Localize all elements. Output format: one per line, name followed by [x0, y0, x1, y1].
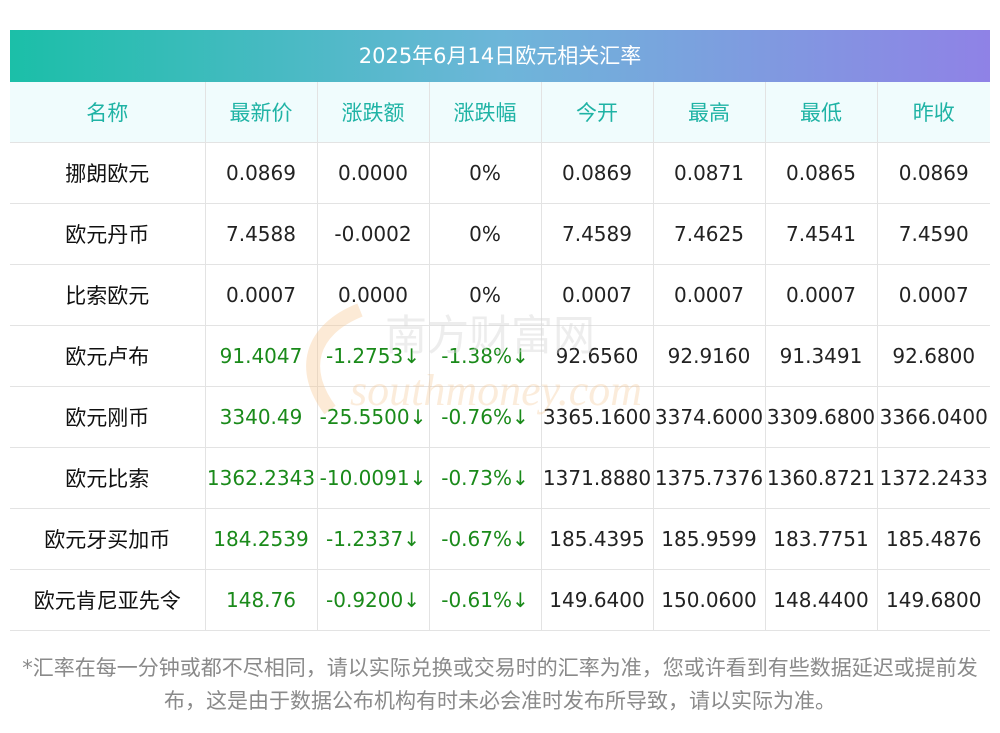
- disclaimer-footnote: *汇率在每一分钟或都不尽相同，请以实际兑换或交易时的汇率为准，您或许看到有些数据…: [22, 656, 978, 713]
- table-row: 比索欧元 0.0007 0.0000 0% 0.0007 0.0007 0.00…: [10, 264, 990, 326]
- cell-change-pct: 0%: [429, 203, 542, 265]
- table-row: 欧元丹币 7.4588 -0.0002 0% 7.4589 7.4625 7.4…: [10, 203, 990, 265]
- cell-name: 欧元比索: [10, 447, 206, 509]
- cell-open: 3365.1600: [541, 386, 654, 448]
- cell-prev-close: 1372.2433: [877, 447, 990, 509]
- cell-high: 0.0871: [653, 142, 766, 204]
- cell-latest: 0.0869: [205, 142, 318, 204]
- col-header-high: 最高: [653, 82, 766, 143]
- cell-high: 150.0600: [653, 569, 766, 631]
- cell-latest: 148.76: [205, 569, 318, 631]
- cell-prev-close: 149.6800: [877, 569, 990, 631]
- cell-open: 185.4395: [541, 508, 654, 570]
- cell-latest: 3340.49: [205, 386, 318, 448]
- rate-panel: 2025年6月14日欧元相关汇率 名称 最新价 涨跌额 涨跌幅 今开 最高 最低…: [10, 30, 990, 631]
- cell-low: 7.4541: [765, 203, 878, 265]
- cell-change: -0.0002: [317, 203, 430, 265]
- cell-name: 欧元肯尼亚先令: [10, 569, 206, 631]
- cell-open: 149.6400: [541, 569, 654, 631]
- table-row: 欧元牙买加币 184.2539 -1.2337↓ -0.67%↓ 185.439…: [10, 508, 990, 570]
- cell-change: 0.0000: [317, 264, 430, 326]
- cell-open: 0.0869: [541, 142, 654, 204]
- col-header-name: 名称: [10, 82, 206, 143]
- cell-low: 148.4400: [765, 569, 878, 631]
- table-title: 2025年6月14日欧元相关汇率: [10, 30, 990, 82]
- cell-low: 1360.8721: [765, 447, 878, 509]
- cell-latest: 7.4588: [205, 203, 318, 265]
- cell-open: 92.6560: [541, 325, 654, 387]
- cell-change-pct: 0%: [429, 264, 542, 326]
- cell-latest: 184.2539: [205, 508, 318, 570]
- cell-prev-close: 92.6800: [877, 325, 990, 387]
- cell-high: 7.4625: [653, 203, 766, 265]
- cell-name: 欧元刚币: [10, 386, 206, 448]
- cell-prev-close: 0.0007: [877, 264, 990, 326]
- cell-high: 3374.6000: [653, 386, 766, 448]
- cell-low: 3309.6800: [765, 386, 878, 448]
- col-header-change: 涨跌额: [317, 82, 430, 143]
- cell-latest: 0.0007: [205, 264, 318, 326]
- cell-high: 1375.7376: [653, 447, 766, 509]
- cell-prev-close: 0.0869: [877, 142, 990, 204]
- cell-change: -1.2753↓: [317, 325, 430, 387]
- col-header-latest: 最新价: [205, 82, 318, 143]
- cell-open: 0.0007: [541, 264, 654, 326]
- table-row: 欧元卢布 91.4047 -1.2753↓ -1.38%↓ 92.6560 92…: [10, 325, 990, 387]
- col-header-low: 最低: [765, 82, 878, 143]
- cell-low: 0.0865: [765, 142, 878, 204]
- col-header-prev-close: 昨收: [877, 82, 990, 143]
- cell-name: 欧元卢布: [10, 325, 206, 387]
- cell-name: 欧元牙买加币: [10, 508, 206, 570]
- cell-change-pct: -0.61%↓: [429, 569, 542, 631]
- cell-change-pct: 0%: [429, 142, 542, 204]
- exchange-rate-table: 名称 最新价 涨跌额 涨跌幅 今开 最高 最低 昨收 挪朗欧元 0.0869 0…: [10, 82, 990, 631]
- cell-prev-close: 7.4590: [877, 203, 990, 265]
- cell-change-pct: -0.73%↓: [429, 447, 542, 509]
- cell-change: -10.0091↓: [317, 447, 430, 509]
- col-header-open: 今开: [541, 82, 654, 143]
- cell-low: 0.0007: [765, 264, 878, 326]
- cell-low: 183.7751: [765, 508, 878, 570]
- cell-change: -0.9200↓: [317, 569, 430, 631]
- cell-high: 92.9160: [653, 325, 766, 387]
- cell-open: 1371.8880: [541, 447, 654, 509]
- cell-change: 0.0000: [317, 142, 430, 204]
- table-row: 挪朗欧元 0.0869 0.0000 0% 0.0869 0.0871 0.08…: [10, 142, 990, 204]
- cell-low: 91.3491: [765, 325, 878, 387]
- cell-prev-close: 185.4876: [877, 508, 990, 570]
- cell-change: -1.2337↓: [317, 508, 430, 570]
- cell-change-pct: -0.76%↓: [429, 386, 542, 448]
- cell-change-pct: -0.67%↓: [429, 508, 542, 570]
- table-row: 欧元比索 1362.2343 -10.0091↓ -0.73%↓ 1371.88…: [10, 447, 990, 509]
- cell-name: 挪朗欧元: [10, 142, 206, 204]
- cell-open: 7.4589: [541, 203, 654, 265]
- cell-latest: 1362.2343: [205, 447, 318, 509]
- cell-change: -25.5500↓: [317, 386, 430, 448]
- cell-latest: 91.4047: [205, 325, 318, 387]
- header-row: 名称 最新价 涨跌额 涨跌幅 今开 最高 最低 昨收: [10, 82, 990, 143]
- cell-change-pct: -1.38%↓: [429, 325, 542, 387]
- cell-high: 185.9599: [653, 508, 766, 570]
- table-row: 欧元刚币 3340.49 -25.5500↓ -0.76%↓ 3365.1600…: [10, 386, 990, 448]
- table-row: 欧元肯尼亚先令 148.76 -0.9200↓ -0.61%↓ 149.6400…: [10, 569, 990, 631]
- cell-prev-close: 3366.0400: [877, 386, 990, 448]
- cell-name: 欧元丹币: [10, 203, 206, 265]
- col-header-change-pct: 涨跌幅: [429, 82, 542, 143]
- cell-high: 0.0007: [653, 264, 766, 326]
- cell-name: 比索欧元: [10, 264, 206, 326]
